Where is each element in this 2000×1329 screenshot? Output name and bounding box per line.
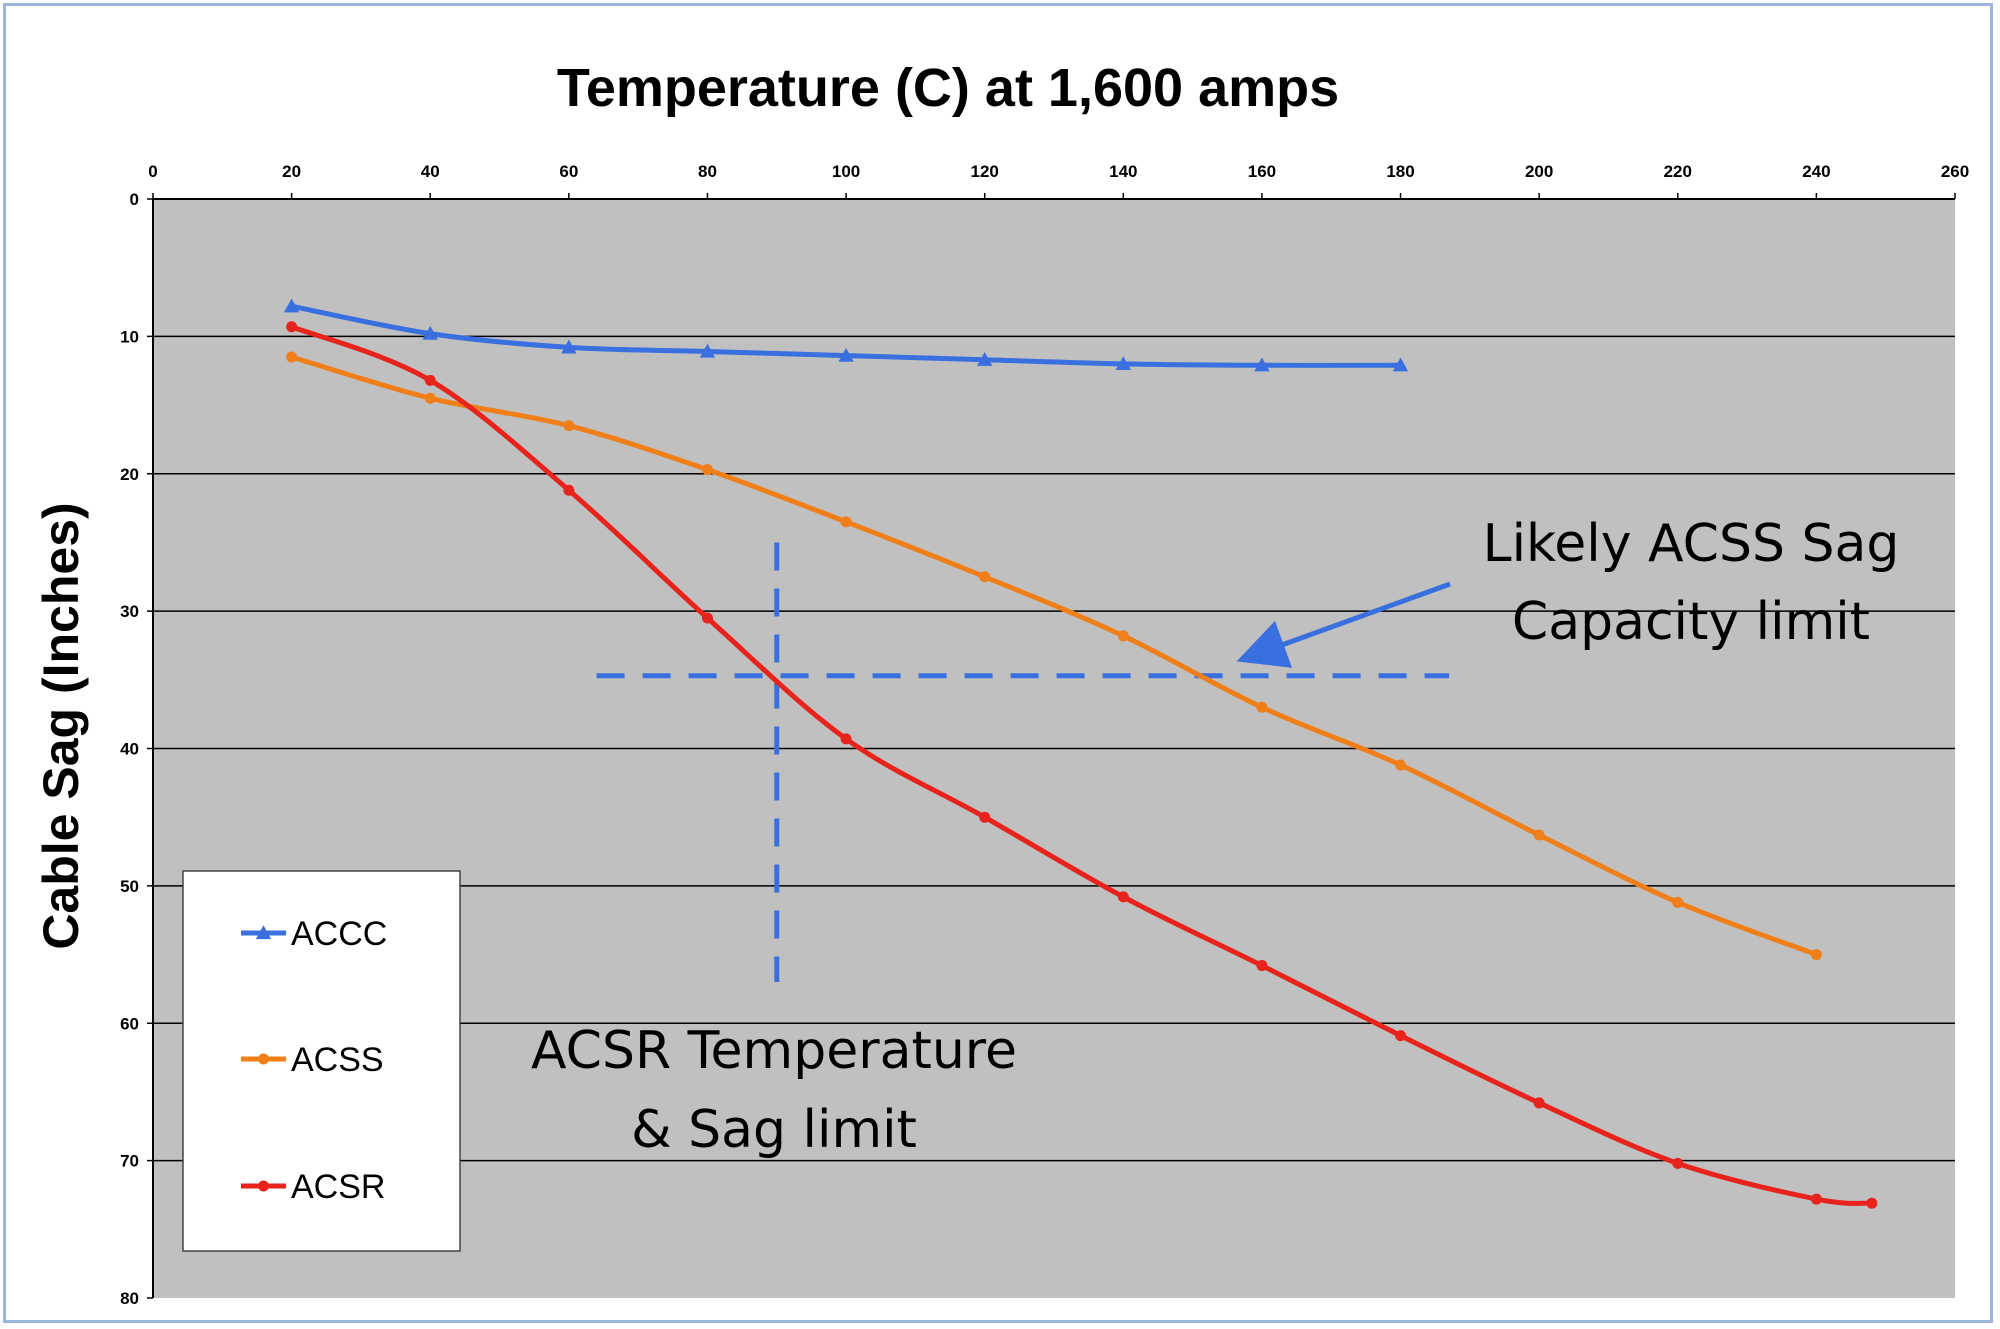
x-tick-label: 0 (148, 162, 157, 181)
y-tick-label: 20 (120, 465, 139, 484)
y-axis-label: Cable Sag (Inches) (33, 502, 89, 949)
data-point-acsr (286, 321, 298, 333)
legend-item-acsr: ACSR (241, 1168, 385, 1206)
x-tick-label: 200 (1525, 162, 1553, 181)
data-point-acsr (979, 811, 991, 823)
data-point-acsr (563, 484, 575, 496)
data-point-accc (1392, 357, 1409, 372)
data-point-acsr (1256, 960, 1268, 972)
series-layer (283, 298, 1878, 1209)
x-tick-label: 180 (1386, 162, 1414, 181)
series-acss (286, 351, 1822, 961)
annotation-acsr-limit: ACSR Temperature & Sag limit (531, 1021, 1017, 1160)
legend-label: ACCC (291, 915, 387, 953)
reference-lines (596, 542, 1450, 983)
chart-title: Temperature (C) at 1,600 amps (557, 58, 1339, 118)
legend-marker (258, 1053, 269, 1065)
data-point-acss (424, 392, 436, 404)
legend-box (182, 870, 461, 1252)
data-point-acss (979, 571, 991, 583)
data-point-acss (563, 420, 575, 432)
legend-marker (258, 1180, 269, 1192)
x-tick-label: 20 (282, 162, 301, 181)
data-point-acss (1672, 896, 1684, 908)
data-point-acsr (1672, 1157, 1684, 1169)
y-tick-label: 70 (120, 1152, 139, 1171)
series-line-acss (290, 354, 1818, 957)
data-point-accc (1115, 356, 1132, 371)
y-tick-label: 10 (120, 327, 139, 346)
series-acsr (286, 321, 1878, 1209)
x-tick-label: 80 (698, 162, 717, 181)
x-tick-label: 60 (559, 162, 578, 181)
x-tick-label: 160 (1248, 162, 1276, 181)
x-tick-label: 40 (421, 162, 440, 181)
data-point-acsr (701, 612, 713, 624)
y-tick-label: 50 (120, 877, 139, 896)
series-line-acsr (290, 324, 1873, 1206)
legend-label: ACSS (291, 1041, 384, 1079)
y-tick-label: 60 (120, 1014, 139, 1033)
legend-label: ACSR (291, 1168, 385, 1206)
legend: ACCC ACSS ACSR (182, 870, 461, 1252)
data-point-accc (561, 339, 577, 354)
data-point-acsr (1866, 1197, 1878, 1209)
data-point-acsr (1810, 1193, 1822, 1205)
x-tick-label: 120 (971, 162, 999, 181)
data-point-acsr (1395, 1030, 1407, 1042)
sag-temperature-chart: Temperature (C) at 1,600 amps Cable Sag … (33, 58, 1969, 1308)
annotation-acss-line-2: Capacity limit (1512, 592, 1870, 652)
data-point-acsr (1533, 1097, 1545, 1109)
x-tick-label: 240 (1802, 162, 1830, 181)
y-tick-label: 40 (120, 740, 139, 759)
data-point-accc (976, 352, 993, 366)
y-tick-label: 30 (120, 602, 139, 621)
y-tick-label: 0 (130, 190, 139, 209)
data-point-acss (1395, 759, 1407, 771)
data-point-acss (701, 464, 713, 476)
annotation-acsr-line-2: & Sag limit (631, 1100, 917, 1160)
data-point-acsr (1117, 891, 1129, 903)
data-point-acss (1117, 630, 1129, 642)
data-point-accc (1254, 357, 1270, 372)
annotation-acss-line-1: Likely ACSS Sag (1483, 514, 1900, 574)
chart-frame: Temperature (C) at 1,600 amps Cable Sag … (3, 3, 1993, 1323)
data-point-acss (1533, 829, 1545, 841)
x-tick-label: 140 (1109, 162, 1137, 181)
data-point-acss (1256, 701, 1268, 713)
x-tick-label: 100 (832, 162, 860, 181)
series-accc (283, 298, 1409, 372)
y-tick-label: 80 (120, 1289, 139, 1308)
data-point-accc (838, 347, 854, 362)
legend-item-acss: ACSS (241, 1041, 384, 1079)
annotation-acss-limit: Likely ACSS Sag Capacity limit (1236, 514, 1900, 668)
data-point-accc (422, 325, 438, 340)
annotation-arrow (1236, 581, 1451, 668)
data-point-acsr (424, 374, 436, 386)
annotation-acsr-line-1: ACSR Temperature (531, 1021, 1017, 1081)
data-point-accc (283, 298, 300, 313)
data-point-accc (699, 343, 716, 358)
data-point-acss (840, 516, 852, 528)
x-tick-label: 220 (1664, 162, 1692, 181)
data-point-acss (286, 351, 298, 363)
data-point-acsr (840, 733, 852, 745)
data-point-acss (1810, 949, 1822, 961)
axes: 0 10 20 30 40 50 60 70 80 0 20 40 60 80 100 120 140 160 18… (120, 162, 1969, 1308)
legend-marker (255, 925, 272, 940)
legend-item-accc: ACCC (241, 915, 387, 953)
x-tick-label: 260 (1941, 162, 1969, 181)
